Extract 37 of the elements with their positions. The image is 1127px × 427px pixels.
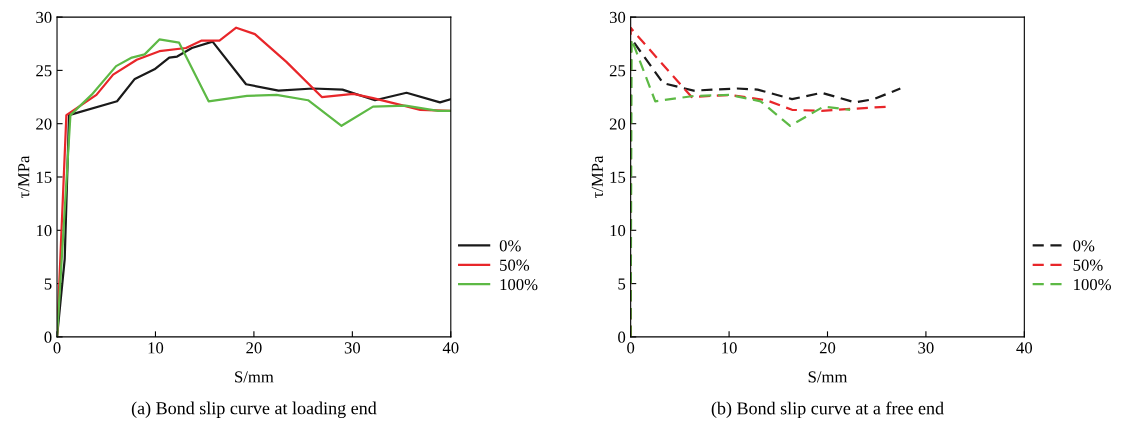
legend-label: 0% [1073,240,1095,252]
y-tick-label: 5 [44,278,52,290]
text: (a) Bond slip curve at loading end [131,401,377,419]
x-axis-title: S/mm [808,371,848,383]
y-tick-label: 15 [610,171,626,183]
x-tick-label: 10 [148,342,164,354]
y-tick-label: 10 [36,224,52,237]
x-tick-label: 0 [627,342,635,354]
y-tick-label: 30 [36,11,52,24]
legend-label: 50% [1073,259,1103,271]
x-axis-title: S/mm [235,371,274,383]
y-tick-label: 10 [610,224,626,237]
legend-label: 100% [500,278,538,291]
legend-label: 0% [499,240,521,252]
y-tick-label: 25 [36,65,52,77]
x-tick-label: 0 [53,342,61,354]
y-axis-title: τ/MPa [591,155,603,199]
x-tick-label: 30 [344,342,361,354]
x-tick-label: 10 [722,342,737,354]
line-series [630,38,852,337]
legend-label: 50% [500,259,530,271]
x-tick-label: 30 [918,342,934,354]
y-tick-label: 0 [44,331,52,343]
x-tick-label: 20 [819,342,836,354]
x-tick-label: 40 [442,342,459,354]
y-tick-label: 30 [609,11,626,24]
y-axis-title: τ/MPa [18,155,30,199]
y-tick-label: 0 [618,331,626,343]
y-tick-label: 20 [609,118,626,130]
y-tick-label: 20 [36,118,52,130]
x-tick-label: 40 [1016,342,1033,354]
text: (b) Bond slip curve at a free end [711,401,944,419]
y-tick-label: 5 [618,278,626,290]
x-tick-label: 20 [246,342,262,354]
legend-label: 100% [1074,278,1111,291]
y-tick-label: 15 [36,171,52,183]
y-tick-label: 25 [609,65,626,77]
